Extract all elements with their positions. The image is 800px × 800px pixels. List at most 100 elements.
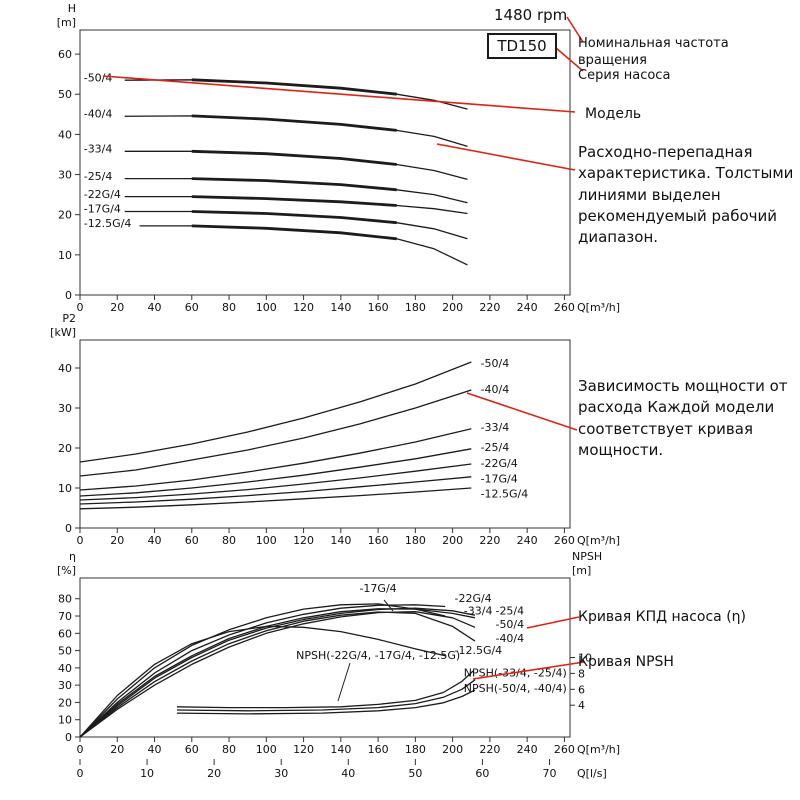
svg-text:240: 240 <box>517 743 538 756</box>
svg-text:120: 120 <box>293 534 314 547</box>
note-efficiency-curve: Кривая КПД насоса (η) <box>578 609 746 625</box>
annotation-leader-line <box>526 616 580 629</box>
svg-text:60: 60 <box>185 743 199 756</box>
svg-text:50: 50 <box>58 88 72 101</box>
svg-text:10: 10 <box>58 249 72 262</box>
power-xlabel: Q[m³/h] <box>577 534 620 547</box>
svg-text:6: 6 <box>578 683 585 696</box>
curve -12.5G/4 <box>79 487 472 510</box>
curve-label -33/4: -33/4 <box>481 421 510 434</box>
efficiency-npsh-chart: 0 20 40 60 80 100 120 140 160 180 200 220 240 260 Q[m³… <box>57 550 620 780</box>
curve-label -17G/4: -17G/4 <box>481 472 518 485</box>
curve-label -22G/4: -22G/4 <box>481 457 518 470</box>
note-power-curve: Зависимость мощности от расхода Каждой м… <box>578 377 788 459</box>
curve-label -33/4: -33/4 <box>464 604 493 617</box>
series-name-box: TD150 <box>487 33 557 59</box>
svg-text:10: 10 <box>58 714 72 727</box>
svg-text:40: 40 <box>341 767 355 780</box>
curve-label -25/4: -25/4 <box>495 604 524 617</box>
svg-text:0: 0 <box>77 743 84 756</box>
annotation-leader-line <box>555 47 584 72</box>
svg-text:260: 260 <box>554 743 575 756</box>
curve eta -50/4 <box>79 611 476 738</box>
svg-text:220: 220 <box>479 301 500 314</box>
svg-text:220: 220 <box>479 743 500 756</box>
curve-label -17G/4: -17G/4 <box>359 582 396 595</box>
svg-text:140: 140 <box>330 534 351 547</box>
label-leader-line <box>337 662 351 702</box>
svg-text:220: 220 <box>479 534 500 547</box>
svg-text:20: 20 <box>58 696 72 709</box>
annotation-leader-line <box>436 143 576 171</box>
note-nominal-speed: Номинальная частота вращения <box>578 36 729 68</box>
svg-text:20: 20 <box>207 767 221 780</box>
curve NPSH -22G/4 -17G/4 -12.5G <box>176 670 474 709</box>
svg-text:70: 70 <box>58 610 72 623</box>
curve-label -17G/4: -17G/4 <box>84 203 121 216</box>
svg-text:40: 40 <box>58 662 72 675</box>
curve -25/4 <box>79 448 472 497</box>
curve -33/4 <box>79 428 472 491</box>
svg-text:160: 160 <box>368 534 389 547</box>
efficiency-npsh-y2label: [m] <box>572 564 591 577</box>
curve-label -12.5G/4: -12.5G/4 <box>84 217 132 230</box>
curve-label -33/4: -33/4 <box>84 142 113 155</box>
svg-text:80: 80 <box>58 593 72 606</box>
efficiency-npsh-xlabel2: Q[l/s] <box>577 767 607 780</box>
head-xlabel: Q[m³/h] <box>577 301 620 314</box>
efficiency-npsh-y2label: NPSH <box>572 550 602 563</box>
svg-text:10: 10 <box>578 652 592 665</box>
svg-text:140: 140 <box>330 301 351 314</box>
curve-label -12.5G/4: -12.5G/4 <box>454 644 502 657</box>
svg-text:180: 180 <box>405 743 426 756</box>
note-flow-head-curve: Расходно-перепадная характеристика. Толс… <box>578 143 794 247</box>
svg-text:260: 260 <box>554 534 575 547</box>
svg-text:0: 0 <box>65 289 72 302</box>
head-ylabel: H <box>68 2 76 15</box>
svg-text:160: 160 <box>368 301 389 314</box>
svg-text:120: 120 <box>293 301 314 314</box>
curve-thick -25/4 <box>191 177 397 192</box>
svg-text:100: 100 <box>256 743 277 756</box>
svg-text:180: 180 <box>405 534 426 547</box>
svg-text:10: 10 <box>140 767 154 780</box>
svg-text:200: 200 <box>442 743 463 756</box>
note-npsh-curve: Кривая NPSH <box>578 654 674 670</box>
curve NPSH -50/4 -40/4 <box>176 689 476 715</box>
head-ylabel: [m] <box>57 16 76 29</box>
curve-label -22G/4: -22G/4 <box>454 592 491 605</box>
power-plot-box <box>79 339 571 529</box>
svg-text:0: 0 <box>77 767 84 780</box>
curve-label -25/4: -25/4 <box>84 170 113 183</box>
svg-text:0: 0 <box>77 301 84 314</box>
svg-text:120: 120 <box>293 743 314 756</box>
curve-label -50/4: -50/4 <box>84 71 113 84</box>
curve -40/4 <box>79 389 472 477</box>
curve-label -12.5G/4: -12.5G/4 <box>481 488 529 501</box>
curve-label NPSH(-50/4, -40/4): NPSH(-50/4, -40/4) <box>464 682 567 695</box>
curve eta -25/4 <box>79 608 476 738</box>
svg-text:50: 50 <box>408 767 422 780</box>
curve-label -40/4: -40/4 <box>495 632 524 645</box>
svg-text:100: 100 <box>256 534 277 547</box>
note-model: Модель <box>585 106 642 122</box>
curve eta -12.5G/4 <box>79 625 446 738</box>
svg-text:8: 8 <box>578 667 585 680</box>
svg-text:160: 160 <box>368 743 389 756</box>
svg-text:40: 40 <box>148 534 162 547</box>
svg-text:180: 180 <box>405 301 426 314</box>
curve-thick -40/4 <box>191 114 397 132</box>
curve eta -33/4 <box>79 607 476 738</box>
head-chart: 0 20 40 60 80 100 120 140 160 180 200 220 240 260 Q[m³… <box>57 2 620 314</box>
curve -22G/4 <box>79 463 472 501</box>
svg-text:20: 20 <box>110 743 124 756</box>
curve -50/4 <box>79 361 472 463</box>
svg-text:260: 260 <box>554 301 575 314</box>
svg-text:240: 240 <box>517 534 538 547</box>
svg-text:30: 30 <box>274 767 288 780</box>
svg-text:60: 60 <box>185 301 199 314</box>
svg-text:30: 30 <box>58 169 72 182</box>
svg-text:80: 80 <box>222 301 236 314</box>
svg-text:20: 20 <box>110 301 124 314</box>
annotation-leader-line <box>566 16 584 43</box>
